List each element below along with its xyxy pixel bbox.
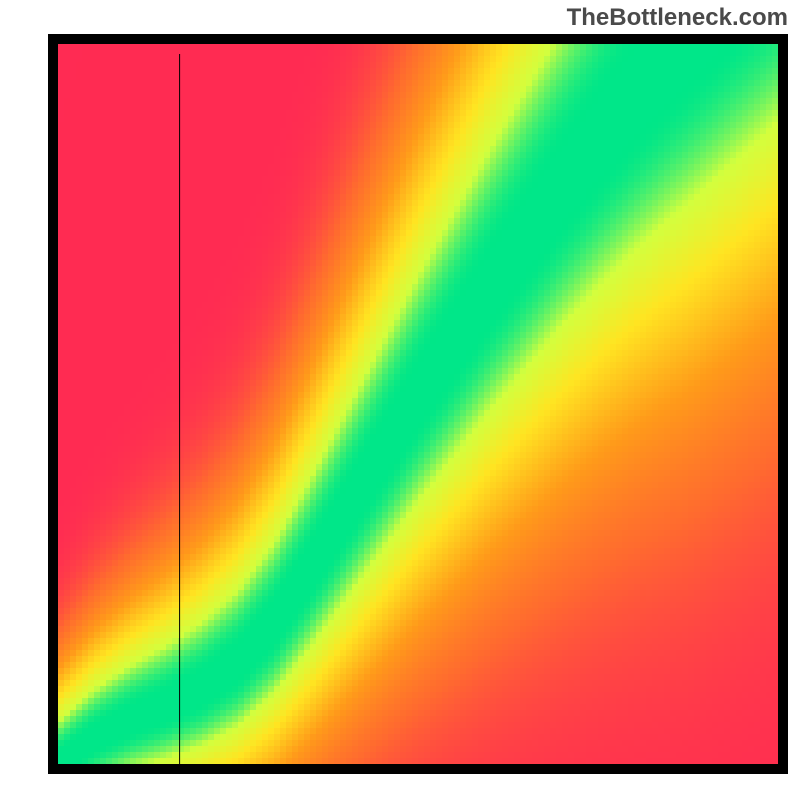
heatmap-canvas [58, 44, 778, 764]
marker-dot [176, 770, 184, 774]
root-container: { "watermark": { "text": "TheBottleneck.… [0, 0, 800, 800]
chart-frame [48, 34, 788, 774]
watermark-text: TheBottleneck.com [567, 4, 788, 32]
